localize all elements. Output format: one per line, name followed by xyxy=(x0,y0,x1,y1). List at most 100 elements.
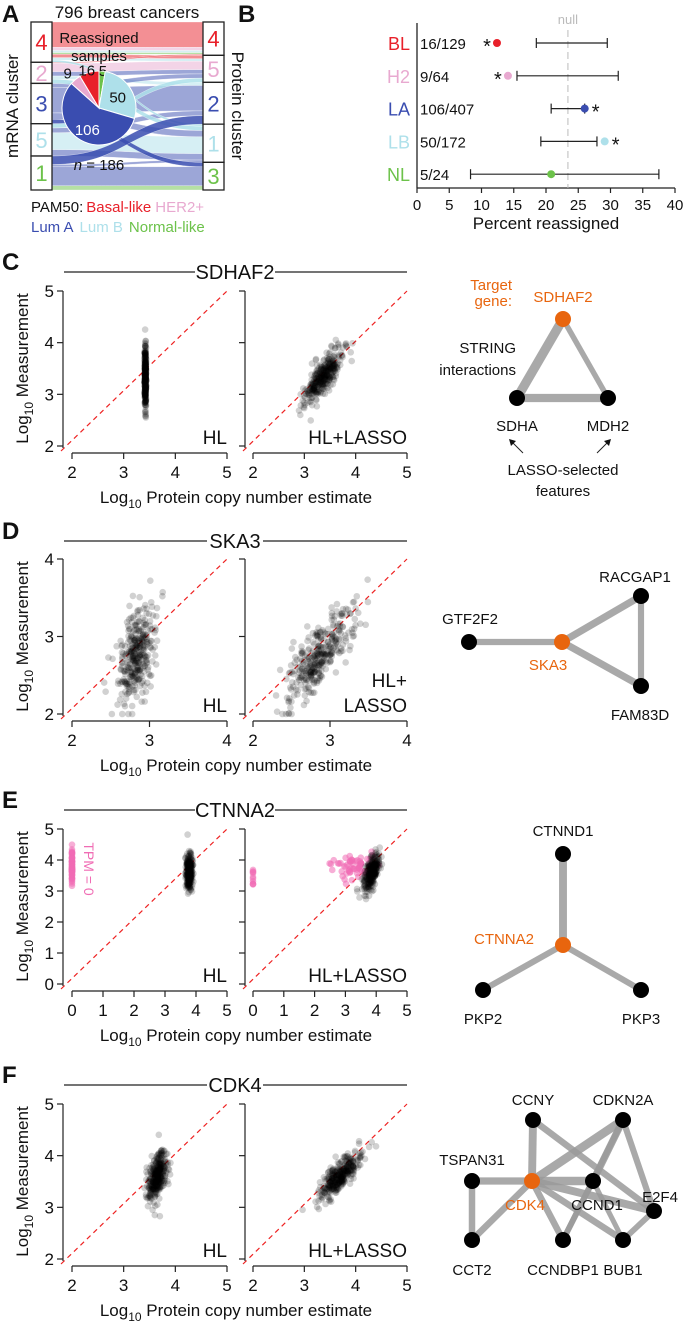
data-point xyxy=(319,367,327,374)
data-point xyxy=(143,659,151,666)
pie-n-label: n = 186 xyxy=(74,157,124,174)
feature-gene-label: CCNY xyxy=(512,1092,555,1109)
data-point xyxy=(319,380,326,388)
target-gene-node xyxy=(555,311,571,327)
data-point xyxy=(134,648,141,655)
data-point xyxy=(142,374,149,382)
data-point xyxy=(311,379,318,387)
data-point xyxy=(141,359,149,366)
data-point xyxy=(334,641,341,648)
data-point xyxy=(333,635,340,642)
data-point xyxy=(333,600,341,608)
x-tick-label: 4 xyxy=(222,731,231,750)
scatter-plot-hl-lasso: 2 3 4 5HL+LASSO xyxy=(239,1103,412,1295)
data-point xyxy=(141,387,149,395)
data-point xyxy=(325,364,332,372)
data-point xyxy=(142,355,150,363)
data-point xyxy=(334,620,342,628)
arrowhead-icon xyxy=(509,439,516,446)
data-point xyxy=(316,373,324,381)
data-point xyxy=(117,665,125,673)
data-point xyxy=(317,628,324,636)
data-point xyxy=(314,386,321,393)
data-point xyxy=(311,667,319,675)
data-point xyxy=(272,692,280,699)
data-point xyxy=(285,670,293,677)
data-point xyxy=(125,680,132,688)
data-point xyxy=(133,645,141,652)
data-point xyxy=(188,865,195,873)
data-point xyxy=(310,389,317,397)
data-point xyxy=(316,380,324,387)
data-point xyxy=(142,366,150,373)
data-point xyxy=(185,866,193,874)
data-point xyxy=(332,669,340,676)
data-point xyxy=(331,353,338,361)
data-point xyxy=(144,651,152,659)
data-point xyxy=(322,651,330,659)
tpm-zero-annotation: TPM = 0 xyxy=(81,842,97,896)
data-point xyxy=(358,1152,365,1159)
data-point xyxy=(142,366,149,373)
data-point xyxy=(312,371,320,379)
data-point xyxy=(322,642,329,649)
data-point xyxy=(142,359,149,367)
log-base: 10 xyxy=(22,670,36,684)
data-point xyxy=(142,357,149,364)
data-point xyxy=(314,368,322,375)
data-point xyxy=(324,359,332,367)
data-point xyxy=(141,385,149,393)
data-point xyxy=(141,378,149,386)
data-point xyxy=(142,374,150,382)
feature-gene-node xyxy=(461,634,477,650)
data-point xyxy=(141,365,149,373)
data-point xyxy=(315,646,323,653)
data-point xyxy=(126,648,133,655)
row-count: 9/64 xyxy=(420,69,449,86)
data-point xyxy=(143,640,151,648)
data-point xyxy=(137,648,145,656)
data-point xyxy=(315,388,323,395)
data-point xyxy=(317,373,325,381)
data-point xyxy=(141,371,149,379)
data-point xyxy=(141,378,148,386)
data-point xyxy=(329,366,337,373)
data-point xyxy=(320,371,327,379)
data-point xyxy=(142,370,150,377)
data-point xyxy=(127,632,135,640)
data-point xyxy=(142,378,149,385)
data-point xyxy=(279,710,286,718)
data-point xyxy=(332,372,340,380)
mrna-cluster-label: 4 xyxy=(35,30,47,55)
data-point xyxy=(335,628,343,635)
data-point xyxy=(134,664,141,672)
data-point xyxy=(129,683,136,690)
gene-title-background xyxy=(195,798,275,822)
data-point xyxy=(142,366,150,374)
tpm-zero-point xyxy=(68,841,76,848)
data-point xyxy=(133,654,141,661)
data-point xyxy=(331,345,339,352)
data-point xyxy=(141,350,148,357)
data-point xyxy=(119,678,126,686)
data-point xyxy=(142,372,149,379)
data-point xyxy=(324,367,332,375)
data-point xyxy=(126,660,134,668)
data-point xyxy=(292,686,300,693)
significance-star: * xyxy=(494,69,502,91)
data-point xyxy=(329,362,336,370)
data-point xyxy=(319,382,327,389)
data-point xyxy=(324,357,332,364)
data-point xyxy=(142,375,149,383)
data-point xyxy=(302,390,310,398)
data-point xyxy=(318,374,325,382)
data-point xyxy=(348,626,356,633)
model-label: HL xyxy=(203,966,227,987)
data-point xyxy=(142,368,149,376)
data-point xyxy=(297,674,305,681)
data-point xyxy=(295,669,303,676)
data-point xyxy=(142,653,149,660)
data-point xyxy=(325,373,333,380)
data-point xyxy=(305,677,312,685)
